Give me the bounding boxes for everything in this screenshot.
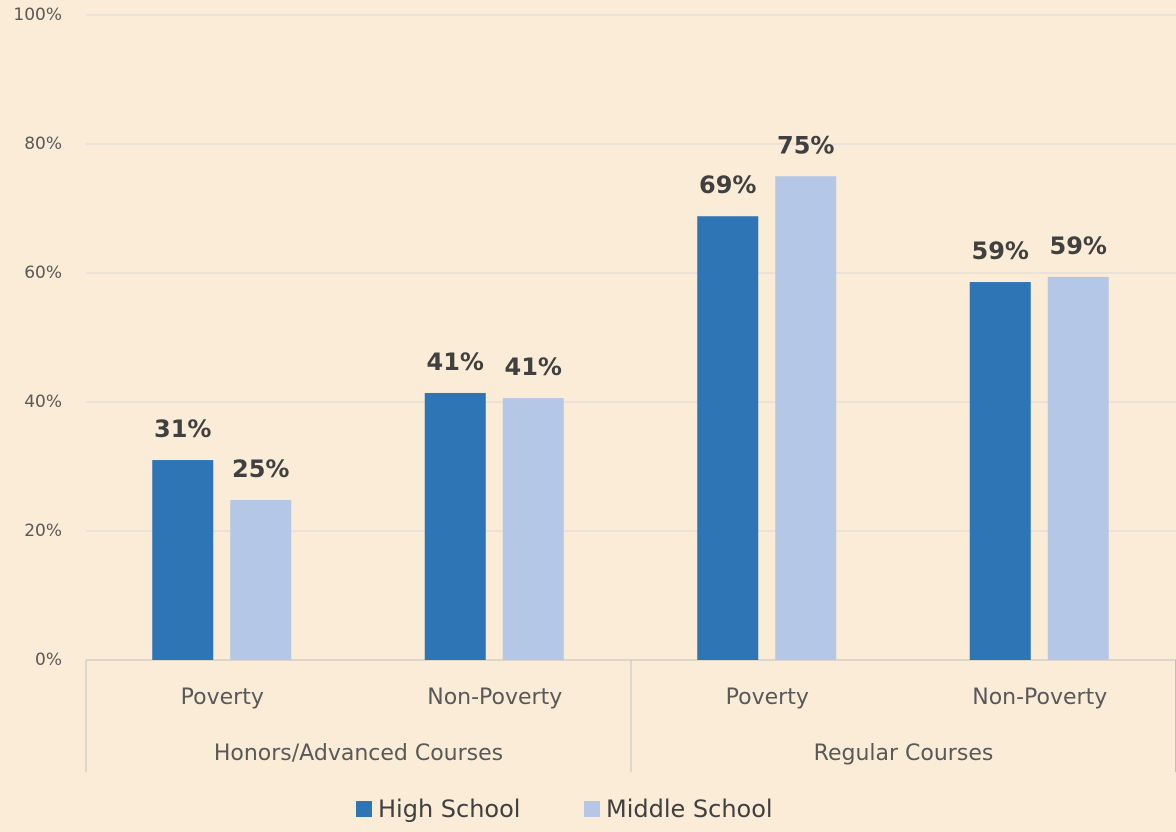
x-tick-label: Poverty (181, 685, 264, 710)
bar (230, 500, 292, 660)
data-label: 25% (232, 455, 289, 483)
x-tick-label: Non-Poverty (972, 685, 1107, 710)
bar (969, 282, 1031, 660)
group-label: Regular Courses (814, 741, 994, 766)
bar (697, 216, 759, 661)
y-tick-label: 40% (24, 392, 62, 412)
data-label: 75% (777, 131, 834, 159)
legend-label: High School (378, 795, 520, 823)
data-label: 59% (1050, 232, 1107, 260)
data-label: 31% (154, 415, 211, 443)
x-tick-label: Non-Poverty (427, 685, 562, 710)
data-label: 69% (699, 171, 756, 199)
y-tick-label: 60% (24, 263, 62, 283)
bar (502, 398, 564, 660)
bar (775, 176, 837, 660)
y-tick-label: 20% (24, 521, 62, 541)
data-label: 59% (972, 237, 1029, 265)
bar (1047, 276, 1109, 660)
y-tick-label: 80% (24, 134, 62, 154)
y-tick-label: 100% (13, 5, 62, 25)
data-label: 41% (505, 353, 562, 381)
legend-label: Middle School (606, 795, 773, 823)
legend-swatch (584, 801, 600, 817)
group-label: Honors/Advanced Courses (214, 741, 503, 766)
data-label: 41% (427, 348, 484, 376)
bar (424, 392, 486, 660)
x-tick-label: Poverty (726, 685, 809, 710)
y-tick-label: 0% (35, 650, 62, 670)
bar (152, 460, 214, 660)
legend-swatch (356, 801, 372, 817)
